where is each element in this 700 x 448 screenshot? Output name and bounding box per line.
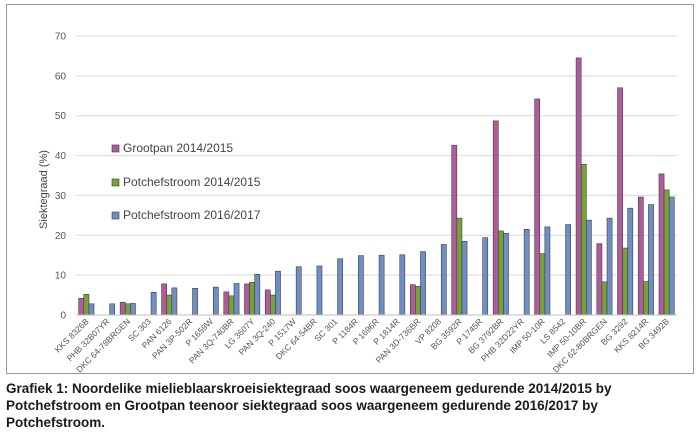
bar-2 [83, 293, 90, 316]
bar-1 [409, 284, 416, 316]
bar-3 [109, 303, 116, 316]
bar-3 [295, 266, 302, 316]
bar-3 [88, 303, 95, 316]
legend-swatch [111, 144, 120, 153]
bar-1 [244, 283, 250, 316]
bar-3 [150, 291, 157, 316]
bar-3 [420, 251, 426, 316]
bar-3 [523, 229, 530, 316]
bar-2 [643, 281, 649, 316]
bar-3 [212, 286, 219, 316]
y-tick-label: 40 [55, 151, 67, 162]
bar-1 [161, 283, 168, 316]
bar-3 [461, 240, 468, 316]
bar-2 [124, 303, 131, 316]
bar-2 [456, 217, 463, 316]
y-axis-ticks: 0 10 20 30 40 50 60 70 [55, 32, 67, 322]
bar-3 [627, 207, 634, 316]
bar-3 [544, 226, 551, 316]
y-tick-label: 20 [55, 231, 67, 242]
bar-2 [580, 164, 587, 316]
bar-3 [233, 283, 240, 316]
bar-3 [378, 254, 385, 316]
bar-3 [482, 237, 489, 316]
bar-2 [539, 253, 546, 316]
bar-2 [415, 286, 421, 316]
bar-3 [130, 303, 136, 316]
bar-3 [316, 265, 323, 316]
bar-3 [503, 232, 509, 316]
bars [78, 57, 675, 316]
bar-1 [658, 173, 665, 316]
bar-1 [264, 289, 271, 316]
y-tick-label: 30 [55, 191, 67, 202]
legend-swatch [111, 178, 120, 187]
y-axis-label: Siektegraad (%) [38, 150, 50, 229]
bar-2 [601, 281, 608, 316]
bar-3 [337, 258, 344, 316]
bar-3 [606, 217, 613, 316]
bar-3 [399, 254, 406, 316]
bar-2 [270, 294, 276, 316]
bar-1 [492, 120, 499, 316]
legend: Grootpan 2014/2015 Potchefstroom 2014/201… [111, 141, 261, 222]
figure-caption: Grafiek 1: Noordelike mielieblaarskroeis… [6, 381, 612, 430]
bar-2 [228, 295, 235, 316]
y-tick-label: 60 [55, 71, 67, 82]
legend-label: Potchefstroom 2016/2017 [123, 208, 261, 222]
bar-1 [534, 98, 541, 316]
gridlines [76, 35, 677, 276]
y-tick-label: 70 [55, 32, 67, 43]
bar-1 [78, 297, 85, 316]
legend-label: Grootpan 2014/2015 [123, 141, 233, 155]
bar-2 [663, 189, 670, 316]
bar-chart: 0 10 20 30 40 50 60 70 Siektegraad (%) KKS 8326… [38, 32, 677, 373]
bar-1 [596, 243, 603, 316]
bar-1 [119, 301, 126, 316]
bar-1 [223, 291, 230, 316]
bar-3 [648, 204, 654, 316]
bar-2 [497, 230, 504, 316]
bar-3 [565, 224, 571, 316]
bar-3 [192, 287, 198, 316]
bar-3 [254, 274, 261, 316]
bar-1 [637, 196, 644, 316]
y-tick-label: 0 [60, 311, 66, 322]
legend-swatch [111, 211, 120, 220]
bar-3 [585, 219, 592, 316]
y-tick-label: 50 [55, 111, 67, 122]
bar-3 [668, 196, 675, 316]
bar-3 [358, 255, 364, 316]
chart-frame: 0 10 20 30 40 50 60 70 Siektegraad (%) KKS 8326… [6, 4, 694, 374]
bar-2 [166, 294, 173, 316]
y-tick-label: 10 [55, 271, 67, 282]
bar-3 [275, 270, 281, 316]
bar-3 [171, 287, 178, 316]
bar-1 [617, 87, 623, 316]
bar-1 [575, 57, 582, 316]
bar-1 [451, 144, 458, 316]
legend-label: Potchefstroom 2014/2015 [123, 175, 261, 189]
bar-3 [440, 244, 447, 316]
bar-2 [622, 247, 629, 316]
bar-2 [249, 282, 256, 316]
